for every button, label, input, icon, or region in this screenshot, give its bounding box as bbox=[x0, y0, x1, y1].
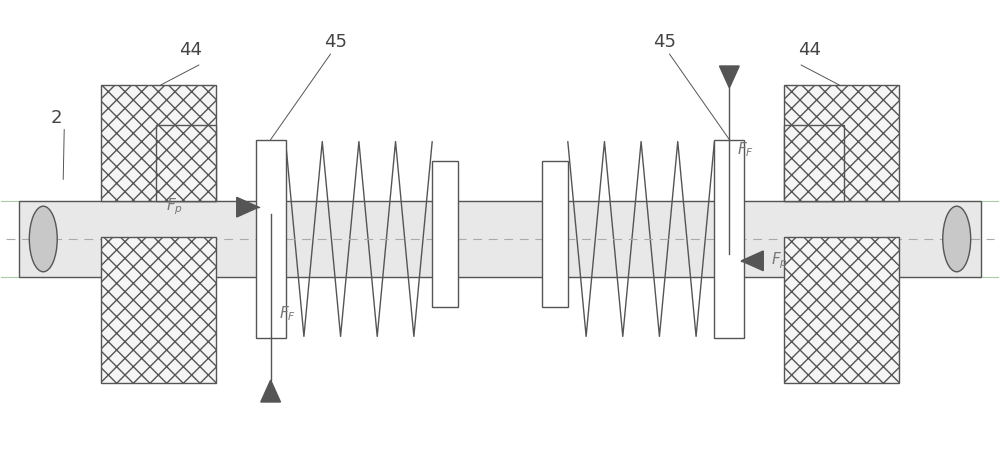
Ellipse shape bbox=[29, 206, 57, 272]
Text: $F_p$: $F_p$ bbox=[166, 197, 183, 218]
Text: $F_F$: $F_F$ bbox=[737, 140, 754, 159]
Text: 2: 2 bbox=[50, 109, 62, 127]
Polygon shape bbox=[237, 197, 259, 217]
Text: 45: 45 bbox=[653, 33, 676, 51]
Bar bbox=[714, 140, 744, 338]
Text: $F_F$: $F_F$ bbox=[279, 304, 296, 323]
Bar bbox=[784, 85, 899, 201]
Text: $F_p$: $F_p$ bbox=[771, 250, 788, 271]
Polygon shape bbox=[261, 380, 281, 402]
Bar bbox=[256, 140, 286, 338]
Text: 44: 44 bbox=[179, 41, 202, 59]
Bar bbox=[784, 237, 899, 383]
Bar bbox=[432, 161, 458, 307]
Polygon shape bbox=[741, 251, 763, 271]
Polygon shape bbox=[719, 66, 739, 88]
Bar bbox=[101, 237, 216, 383]
Bar bbox=[19, 201, 981, 277]
Bar bbox=[784, 125, 844, 201]
Ellipse shape bbox=[943, 206, 971, 272]
Text: 44: 44 bbox=[798, 41, 821, 59]
Bar bbox=[156, 125, 216, 201]
Bar bbox=[542, 161, 568, 307]
Text: 45: 45 bbox=[324, 33, 347, 51]
Bar bbox=[101, 85, 216, 201]
